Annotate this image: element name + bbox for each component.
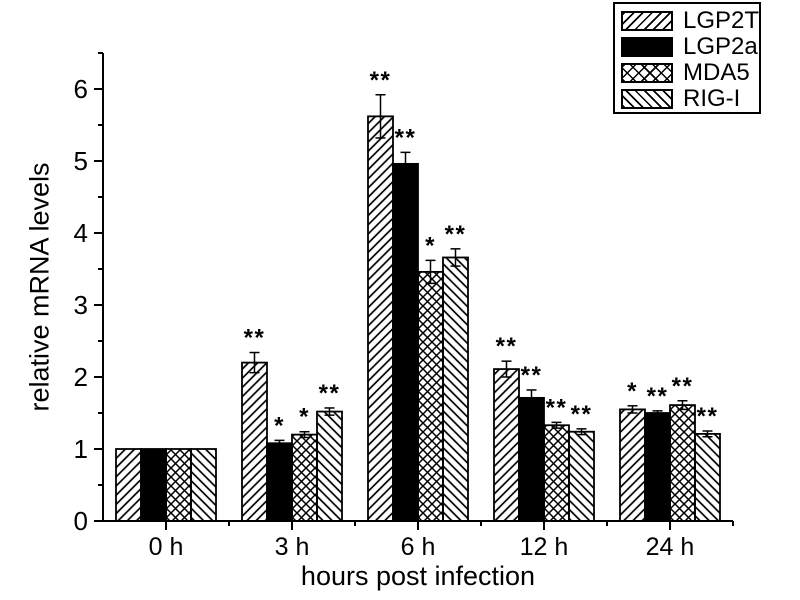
x-tick-label: 12 h	[520, 533, 569, 561]
y-tick-label: 6	[74, 74, 88, 104]
bar-LGP2a-3h	[266, 442, 293, 522]
legend-swatch-rigi-hatch-back-icon	[621, 89, 673, 109]
legend: LGP2T LGP2a MDA5 RIG-I	[613, 2, 761, 114]
bar-LGP2a-6h	[392, 162, 419, 522]
significance-label: **	[697, 403, 719, 430]
legend-item-mda5: MDA5	[621, 60, 759, 86]
significance-label: **	[395, 124, 417, 151]
bar-LGP2a-12h	[518, 396, 545, 522]
bar-LGP2a-24h	[644, 412, 671, 522]
x-tick-label: 3 h	[275, 533, 310, 561]
x-tick-label: 6 h	[401, 533, 436, 561]
bar-RIG-I-24h	[694, 432, 721, 522]
bar-LGP2T-24h	[619, 408, 646, 522]
bar-LGP2a-0h	[140, 448, 167, 522]
legend-label-lgp2t: LGP2T	[683, 7, 760, 34]
significance-label: **	[571, 401, 593, 428]
bar-RIG-I-3h	[316, 410, 343, 522]
legend-swatch-lgp2t-hatch-forward-icon	[621, 11, 673, 31]
significance-label: **	[647, 383, 669, 410]
significance-label: **	[445, 221, 467, 248]
legend-label-mda5: MDA5	[683, 59, 750, 86]
y-tick-label: 1	[74, 434, 88, 464]
bar-RIG-I-6h	[442, 256, 469, 522]
legend-label-rigi: RIG-I	[683, 85, 741, 112]
legend-swatch-mda5-crosshatch-icon	[621, 63, 673, 83]
legend-label-lgp2a: LGP2a	[683, 33, 758, 60]
significance-label: **	[244, 325, 266, 352]
legend-item-rigi: RIG-I	[621, 86, 759, 112]
bar-LGP2T-6h	[367, 115, 394, 522]
significance-label: **	[370, 67, 392, 94]
bar-LGP2T-12h	[493, 368, 520, 522]
legend-swatch-lgp2a-solid-icon	[621, 37, 673, 57]
y-axis-title: relative mRNA levels	[24, 162, 55, 412]
bar-MDA5-12h	[543, 424, 570, 522]
bar-MDA5-0h	[165, 448, 192, 522]
y-tick-label: 5	[74, 146, 88, 176]
significance-label: *	[627, 378, 638, 405]
significance-label: **	[672, 373, 694, 400]
bar-LGP2T-3h	[241, 361, 268, 522]
bar-MDA5-6h	[417, 270, 444, 522]
bar-MDA5-3h	[291, 433, 318, 522]
legend-item-lgp2t: LGP2T	[621, 8, 759, 34]
y-tick-label: 3	[74, 290, 88, 320]
significance-label: **	[319, 380, 341, 407]
bar-MDA5-24h	[669, 404, 696, 522]
significance-label: *	[425, 232, 436, 259]
significance-label: *	[299, 404, 310, 431]
y-tick-label: 0	[74, 506, 88, 536]
bar-RIG-I-12h	[568, 430, 595, 522]
significance-label: **	[521, 362, 543, 389]
significance-label: **	[546, 394, 568, 421]
x-tick-label: 0 h	[149, 533, 184, 561]
bar-LGP2T-0h	[115, 448, 142, 522]
x-axis-title: hours post infection	[300, 561, 536, 591]
y-tick-label: 4	[74, 218, 88, 248]
bar-RIG-I-0h	[190, 448, 217, 522]
x-tick-label: 24 h	[646, 533, 695, 561]
y-tick-label: 2	[74, 362, 88, 392]
significance-label: **	[496, 333, 518, 360]
legend-item-lgp2a: LGP2a	[621, 34, 759, 60]
significance-label: *	[274, 412, 285, 439]
